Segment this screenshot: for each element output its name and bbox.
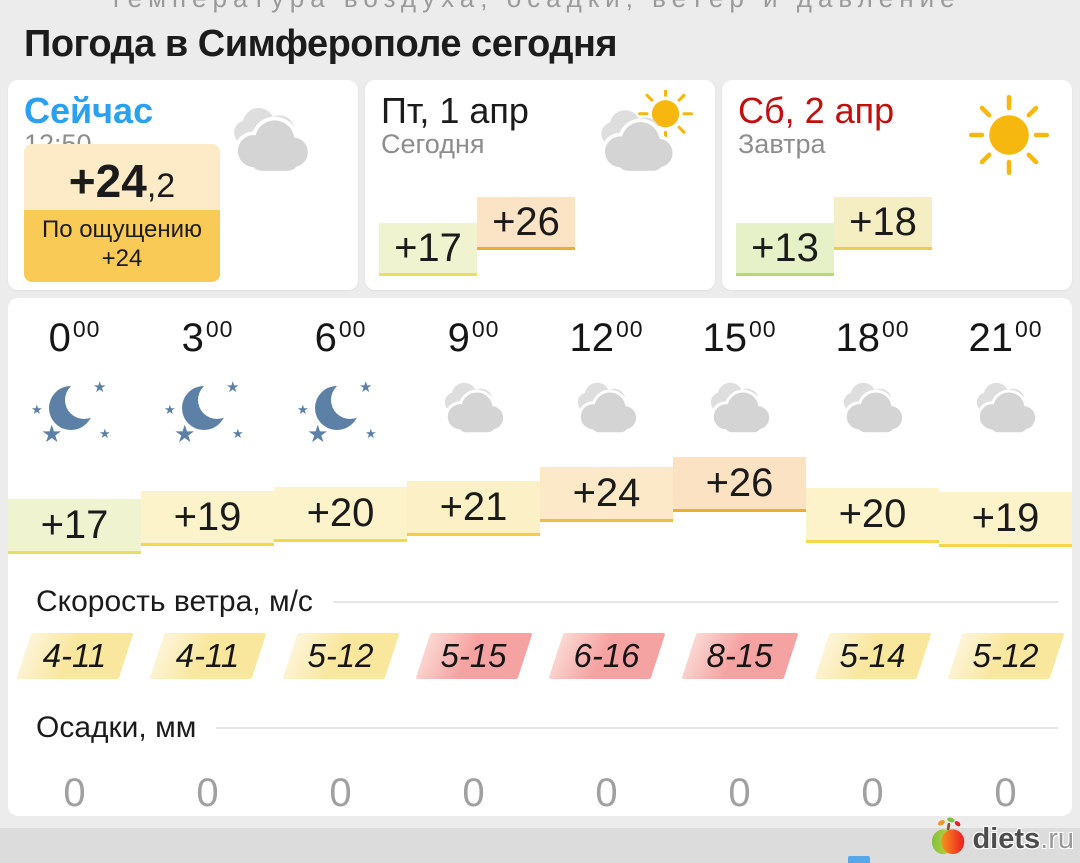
wind-badge: 4-11 <box>24 633 126 679</box>
today-minmax: +17 +26 <box>379 190 579 276</box>
hour-labels-row: 000 300 600 900 1200 1500 1800 2100 <box>8 298 1072 361</box>
card-today[interactable]: Пт, 1 апр Сегодня +17 +26 <box>365 80 715 290</box>
precip-value: 0 <box>196 771 219 815</box>
tomorrow-minmax: +13 +18 <box>736 190 936 276</box>
clipped-top-caption: температура воздуха, осадки, ветер и дав… <box>0 0 1080 13</box>
clouds-icon <box>212 94 330 191</box>
temperature-staircase: +17 +19 +20 +21 +24 +26 +20 +19 <box>8 457 1072 567</box>
cloud-sun-icon <box>577 86 697 190</box>
tomorrow-max-temp: +18 <box>834 197 932 250</box>
precip-value: 0 <box>861 771 884 815</box>
wind-badge: 5-15 <box>423 633 525 679</box>
clouds-icon <box>806 369 939 447</box>
clipped-blue-element <box>848 856 870 863</box>
temp-step: +20 <box>806 488 939 543</box>
current-temperature: +24,2 <box>24 144 220 214</box>
sun-icon <box>964 90 1054 185</box>
tomorrow-min-temp: +13 <box>736 223 834 276</box>
precip-value: 0 <box>994 771 1017 815</box>
hour-label: 600 <box>314 316 367 360</box>
today-min-temp: +17 <box>379 223 477 276</box>
precip-section-title: Осадки, мм <box>36 711 1058 745</box>
clouds-icon <box>407 369 540 447</box>
logo-text: diets.ru <box>972 823 1074 855</box>
clouds-icon <box>673 369 806 447</box>
temp-step: +19 <box>141 491 274 546</box>
precip-value: 0 <box>595 771 618 815</box>
wind-badge: 5-14 <box>822 633 924 679</box>
wind-section-title: Скорость ветра, м/с <box>36 585 1058 619</box>
temp-step: +21 <box>407 481 540 536</box>
precip-value: 0 <box>63 771 86 815</box>
precip-value: 0 <box>329 771 352 815</box>
apple-logo-icon <box>930 817 968 862</box>
temp-step: +24 <box>540 467 673 522</box>
card-today-sublabel: Сегодня <box>381 128 485 159</box>
today-max-temp: +26 <box>477 197 575 250</box>
weather-icons-row <box>8 369 1072 447</box>
hour-label: 000 <box>48 316 101 360</box>
diets-logo[interactable]: diets.ru <box>930 817 1074 862</box>
temp-step: +17 <box>8 499 141 554</box>
wind-badge: 8-15 <box>689 633 791 679</box>
moon-stars-icon <box>141 369 274 447</box>
wind-speed-row: 4-11 4-11 5-12 5-15 6-16 8-15 5-14 5-12 <box>8 633 1072 683</box>
feels-like-badge: По ощущению +24 <box>24 210 220 282</box>
clouds-icon <box>540 369 673 447</box>
hour-label: 1200 <box>569 316 644 360</box>
wind-badge: 4-11 <box>157 633 259 679</box>
moon-stars-icon <box>274 369 407 447</box>
hour-label: 1800 <box>835 316 910 360</box>
clouds-icon <box>939 369 1072 447</box>
hour-label: 1500 <box>702 316 777 360</box>
precip-row: 0 0 0 0 0 0 0 0 <box>8 771 1072 816</box>
temp-step: +19 <box>939 492 1072 547</box>
temp-step: +20 <box>274 487 407 542</box>
card-now-label: Сейчас <box>24 90 154 131</box>
wind-badge: 6-16 <box>556 633 658 679</box>
hour-label: 300 <box>181 316 234 360</box>
page-title: Погода в Симферополе сегодня <box>24 23 618 65</box>
hour-label: 900 <box>447 316 500 360</box>
precip-value: 0 <box>728 771 751 815</box>
hour-label: 2100 <box>968 316 1043 360</box>
temp-step: +26 <box>673 457 806 512</box>
card-tomorrow-sublabel: Завтра <box>738 128 826 159</box>
wind-badge: 5-12 <box>955 633 1057 679</box>
moon-stars-icon <box>8 369 141 447</box>
forecast-cards: Сейчас 12:50 +24,2 По ощущению +24 Пт, 1… <box>8 80 1072 290</box>
wind-badge: 5-12 <box>290 633 392 679</box>
footer-strip <box>0 828 1080 863</box>
card-tomorrow-label: Сб, 2 апр <box>738 90 895 131</box>
card-today-label: Пт, 1 апр <box>381 90 529 131</box>
precip-value: 0 <box>462 771 485 815</box>
card-tomorrow[interactable]: Сб, 2 апр Завтра +13 +18 <box>722 80 1072 290</box>
card-now[interactable]: Сейчас 12:50 +24,2 По ощущению +24 <box>8 80 358 290</box>
hourly-forecast-panel: 000 300 600 900 1200 1500 1800 2100 +17 … <box>8 298 1072 816</box>
